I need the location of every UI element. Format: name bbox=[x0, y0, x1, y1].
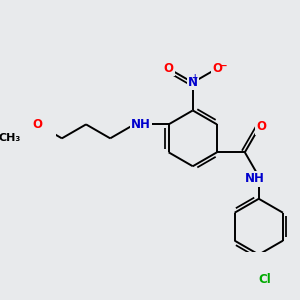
Text: +: + bbox=[191, 74, 197, 82]
Text: O: O bbox=[256, 120, 266, 134]
Text: CH₃: CH₃ bbox=[0, 133, 21, 143]
Text: O: O bbox=[33, 118, 43, 131]
Text: O: O bbox=[212, 62, 222, 75]
Text: NH: NH bbox=[131, 118, 151, 131]
Text: O: O bbox=[164, 62, 174, 75]
Text: NH: NH bbox=[245, 172, 265, 185]
Text: Cl: Cl bbox=[259, 273, 272, 286]
Text: −: − bbox=[219, 61, 228, 71]
Text: N: N bbox=[188, 76, 198, 89]
